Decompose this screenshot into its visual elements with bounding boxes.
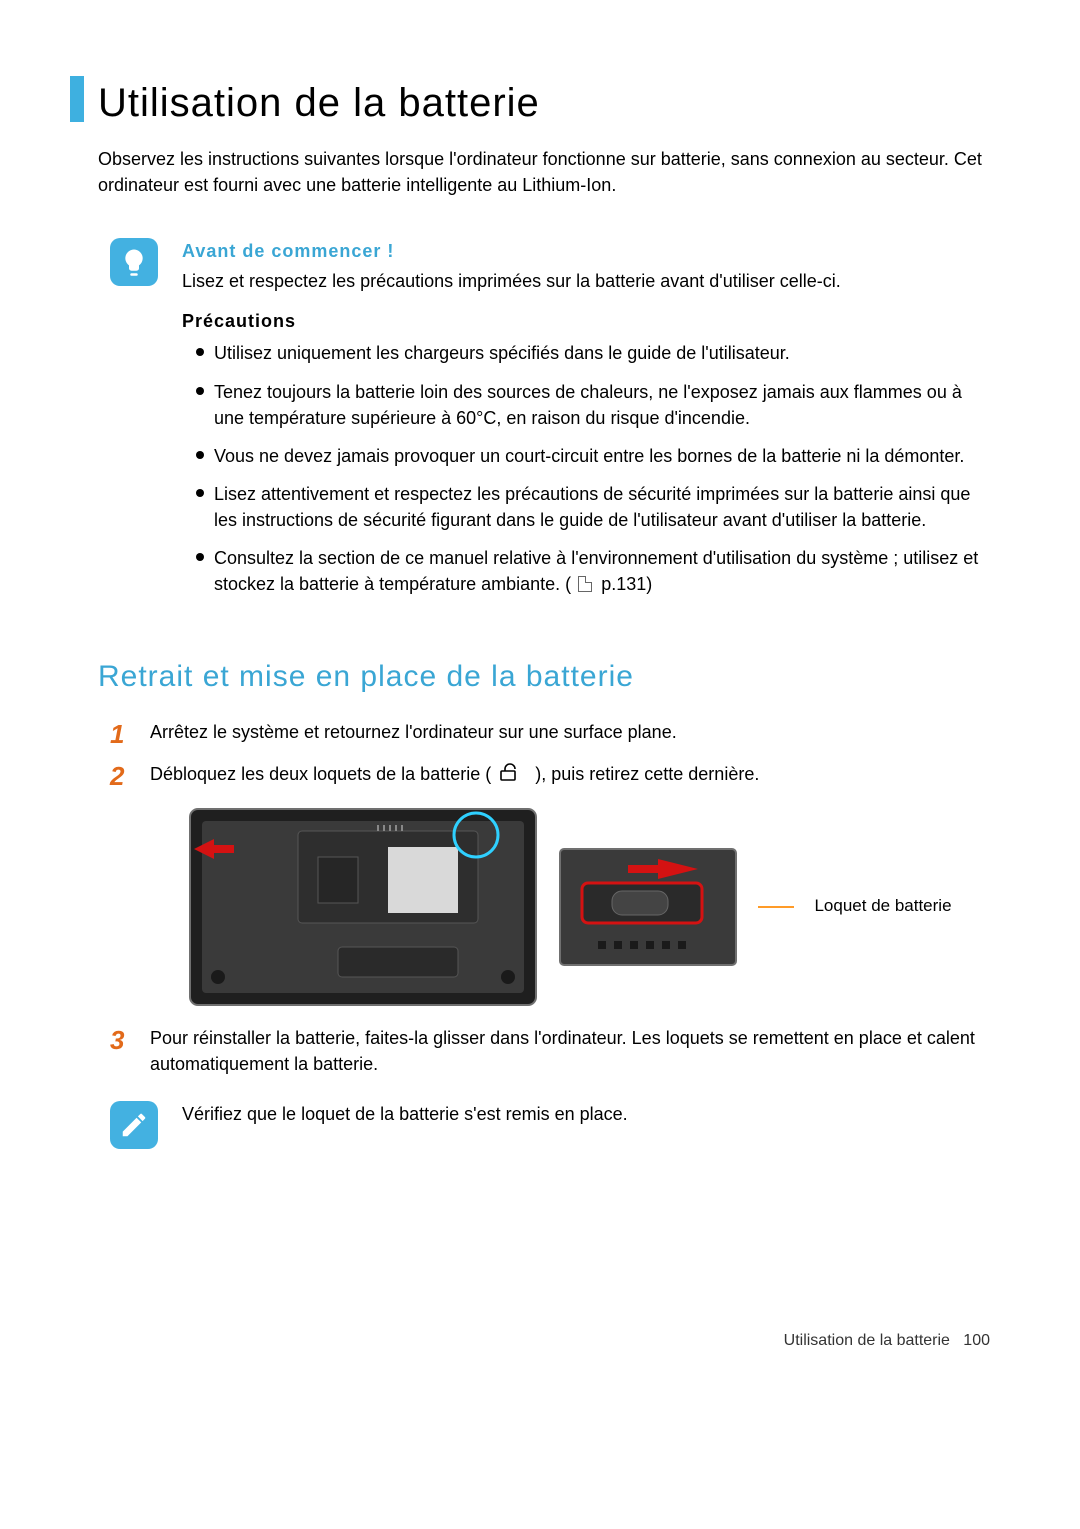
step-2: 2 Débloquez les deux loquets de la batte… — [110, 761, 990, 789]
precaution-item: Tenez toujours la batterie loin des sour… — [196, 379, 990, 431]
latch-closeup-illustration — [558, 847, 738, 967]
step2-suffix: ), puis retirez cette dernière. — [535, 764, 759, 784]
step-text: Pour réinstaller la batterie, faites-la … — [150, 1025, 990, 1077]
before-you-begin-callout: Avant de commencer ! Lisez et respectez … — [110, 238, 990, 609]
step2-prefix: Débloquez les deux loquets de la batteri… — [150, 764, 496, 784]
laptop-bottom-illustration — [188, 807, 538, 1007]
lightbulb-icon — [110, 238, 158, 286]
step-text: Débloquez les deux loquets de la batteri… — [150, 761, 990, 789]
step-3: 3 Pour réinstaller la batterie, faites-l… — [110, 1025, 990, 1077]
step-number: 1 — [110, 719, 150, 747]
unlock-icon — [500, 762, 526, 788]
step-number: 3 — [110, 1025, 150, 1077]
precautions-label: Précautions — [182, 308, 990, 334]
env-text-prefix: Consultez la section de ce manuel relati… — [214, 548, 978, 594]
step-text: Arrêtez le système et retournez l'ordina… — [150, 719, 990, 747]
page-title: Utilisation de la batterie — [98, 74, 540, 132]
before-lead: Lisez et respectez les précautions impri… — [182, 268, 990, 294]
precaution-item-env: Consultez la section de ce manuel relati… — [196, 545, 990, 597]
figure-connector-line — [758, 904, 794, 910]
note-text: Vérifiez que le loquet de la batterie s'… — [182, 1101, 990, 1149]
pencil-icon — [110, 1101, 158, 1149]
footer-page-number: 100 — [963, 1332, 990, 1349]
footer-label: Utilisation de la batterie — [784, 1332, 950, 1349]
note-callout: Vérifiez que le loquet de la batterie s'… — [110, 1101, 990, 1149]
precaution-item: Utilisez uniquement les chargeurs spécif… — [196, 340, 990, 366]
before-heading: Avant de commencer ! — [182, 238, 990, 264]
section-heading: Retrait et mise en place de la batterie — [98, 655, 990, 699]
precautions-list: Utilisez uniquement les chargeurs spécif… — [182, 340, 990, 597]
precaution-item: Lisez attentivement et respectez les pré… — [196, 481, 990, 533]
intro-paragraph: Observez les instructions suivantes lors… — [98, 146, 990, 198]
figure-label: Loquet de batterie — [814, 894, 951, 919]
step-1: 1 Arrêtez le système et retournez l'ordi… — [110, 719, 990, 747]
step-number: 2 — [110, 761, 150, 789]
title-accent-bar — [70, 76, 84, 122]
page-ref-icon — [578, 576, 592, 592]
precaution-item: Vous ne devez jamais provoquer un court-… — [196, 443, 990, 469]
page-footer: Utilisation de la batterie 100 — [70, 1329, 990, 1352]
env-page-ref: p.131) — [601, 574, 652, 594]
battery-figure: Loquet de batterie — [150, 807, 990, 1007]
